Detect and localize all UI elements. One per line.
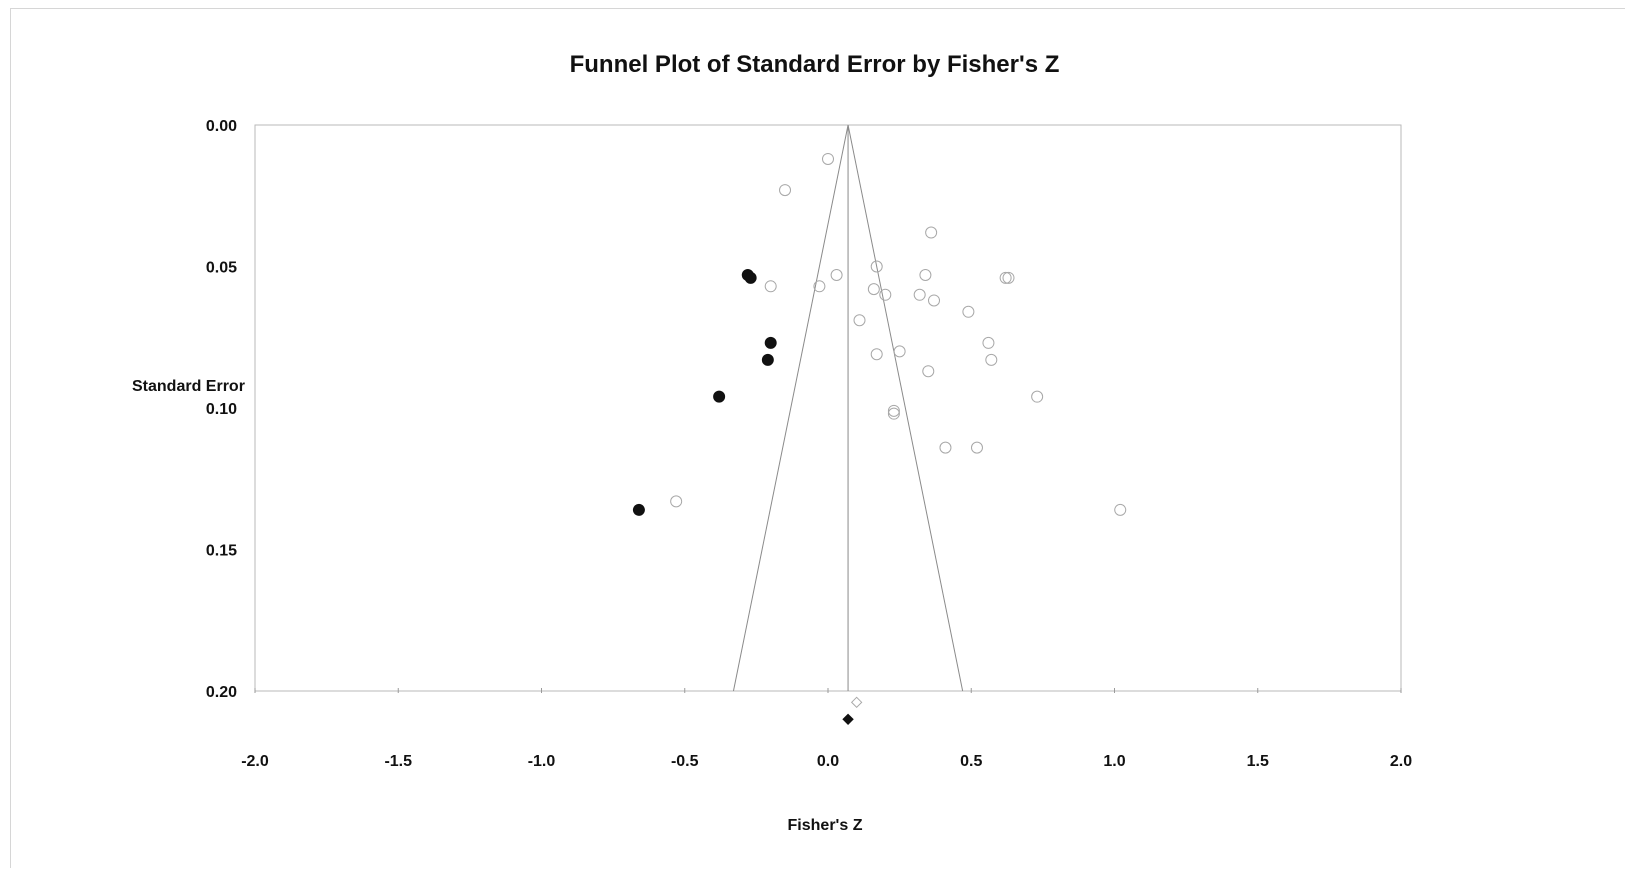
observed-study-point	[870, 260, 883, 273]
observed-study-point	[853, 314, 866, 327]
observed-study-point	[887, 407, 900, 420]
y-tick-label: 0.00	[206, 118, 237, 135]
observed-study-point	[887, 404, 900, 417]
observed-study-point	[1031, 390, 1044, 403]
plot-area	[254, 124, 1402, 692]
x-tick-label: -0.5	[671, 753, 699, 770]
imputed-study-point	[761, 353, 774, 366]
observed-study-point	[970, 441, 983, 454]
x-tick-label: -2.0	[241, 753, 269, 770]
observed-study-point	[982, 336, 995, 349]
funnel-right-line	[847, 124, 964, 692]
observed-study-point	[928, 294, 941, 307]
observed-study-point	[830, 268, 843, 281]
y-tick-label: 0.10	[206, 401, 237, 418]
observed-study-point	[779, 184, 792, 197]
x-tick-label: 1.5	[1247, 753, 1269, 770]
x-axis-label: Fisher's Z	[787, 817, 863, 834]
y-tick-label: 0.05	[206, 260, 237, 277]
observed-study-point	[870, 348, 883, 361]
chart-title: Funnel Plot of Standard Error by Fisher'…	[569, 51, 1060, 78]
observed-study-point	[962, 305, 975, 318]
imputed-study-point	[713, 390, 726, 403]
imputed-study-point	[764, 336, 777, 349]
y-tick-label: 0.20	[206, 684, 237, 701]
observed-study-point	[893, 345, 906, 358]
x-tick-label: 0.5	[960, 753, 982, 770]
observed-study-point	[925, 226, 938, 239]
x-tick-label: 1.0	[1103, 753, 1125, 770]
observed-study-point	[879, 288, 892, 301]
observed-study-point	[813, 280, 826, 293]
observed-study-point	[670, 495, 683, 508]
observed-study-point	[913, 288, 926, 301]
adjusted-summary-diamond	[842, 713, 854, 726]
chart-frame	[10, 8, 1625, 868]
observed-study-point	[764, 280, 777, 293]
observed-study-point	[919, 268, 932, 281]
observed-study-point	[985, 353, 998, 366]
imputed-study-point	[632, 503, 645, 516]
imputed-study-point	[744, 271, 757, 284]
observed-study-point	[999, 271, 1012, 284]
x-tick-label: -1.5	[384, 753, 412, 770]
observed-study-point	[1002, 271, 1015, 284]
y-tick-label: 0.15	[206, 543, 237, 560]
observed-summary-diamond	[850, 696, 863, 709]
x-tick-label: 2.0	[1390, 753, 1412, 770]
y-axis-label: Standard Error	[132, 378, 245, 395]
observed-study-point	[939, 441, 952, 454]
funnel-left-line	[732, 124, 849, 692]
observed-study-point	[922, 365, 935, 378]
x-tick-label: -1.0	[528, 753, 556, 770]
observed-study-point	[1114, 503, 1127, 516]
observed-study-point	[867, 283, 880, 296]
x-tick-label: 0.0	[817, 753, 839, 770]
observed-study-point	[822, 152, 834, 165]
